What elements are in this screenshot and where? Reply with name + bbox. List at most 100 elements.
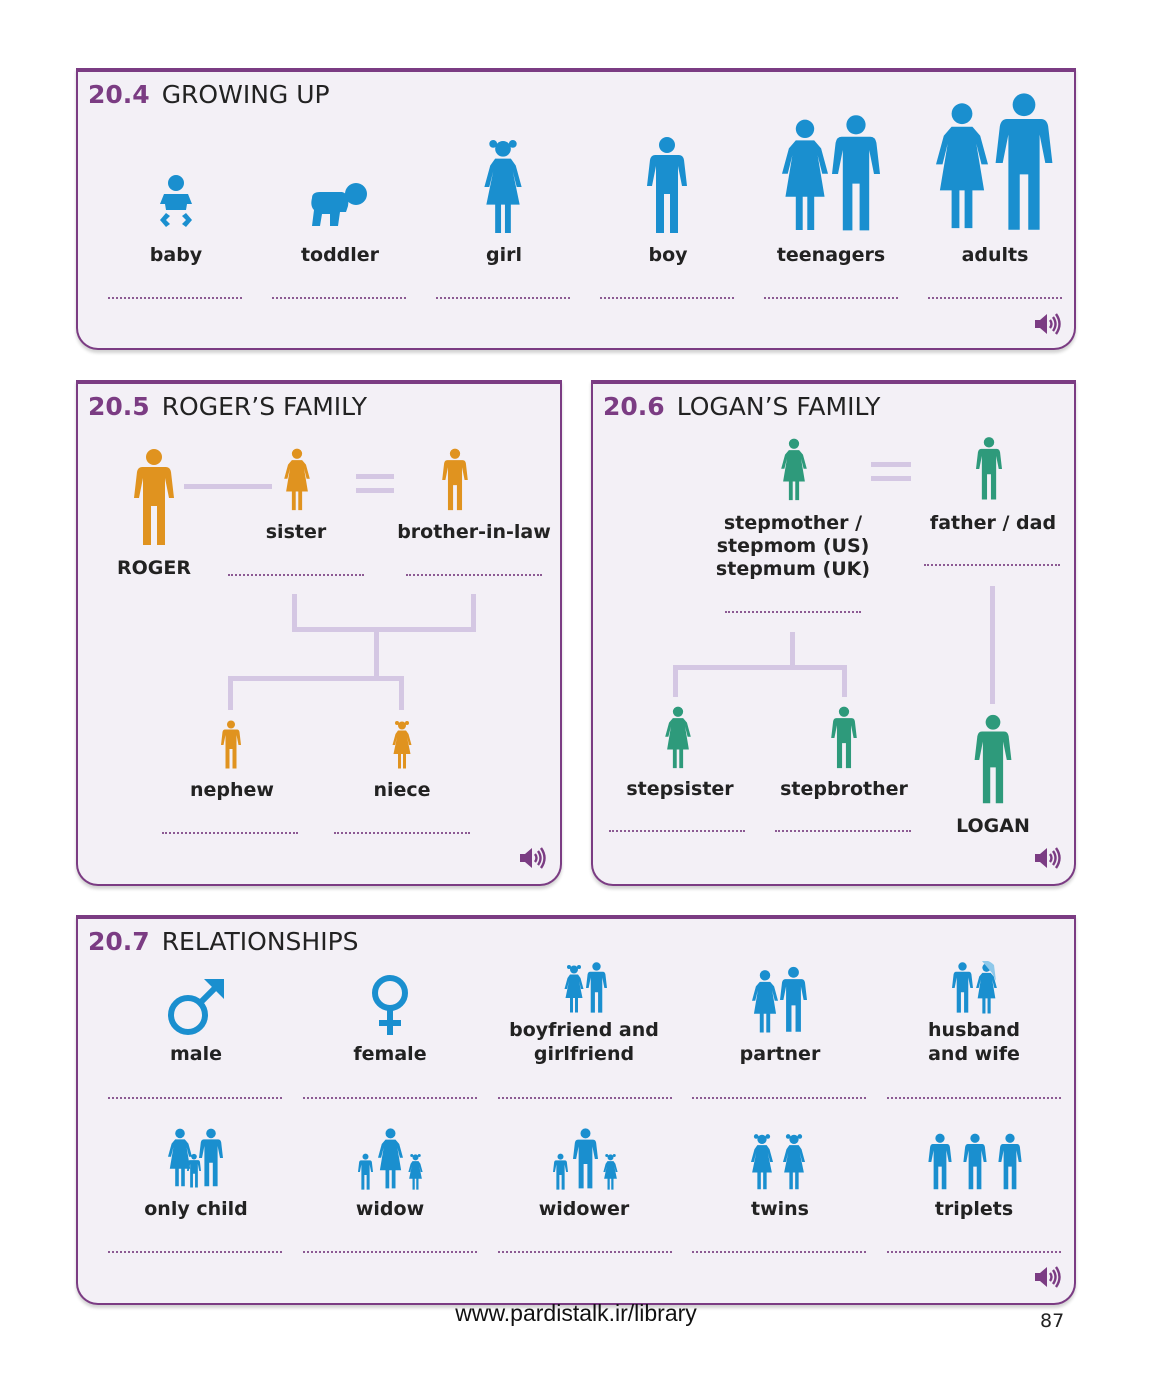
section-number: 20.4 — [88, 80, 150, 109]
growing-up-panel: 20.4 GROWING UP baby toddler girl boy tee… — [76, 68, 1076, 350]
label-niece: niece — [373, 779, 431, 801]
rogers-family-panel: 20.5 ROGER’S FAMILY ROGER sister brother-… — [76, 380, 562, 886]
label-stepmother-3: stepmum (UK) — [715, 558, 871, 580]
family-connector — [292, 627, 476, 632]
section-number: 20.5 — [88, 392, 150, 421]
section-title: 20.5 ROGER’S FAMILY — [88, 392, 367, 421]
page-number: 87 — [1040, 1310, 1065, 1332]
family-connector — [374, 629, 379, 679]
label-girl: girl — [486, 244, 522, 266]
niece-girl-icon — [392, 720, 412, 770]
only-child-icon — [168, 1128, 223, 1188]
family-connector — [399, 678, 404, 710]
twins-icon — [750, 1134, 806, 1190]
answer-line — [334, 832, 470, 834]
label-toddler: toddler — [300, 244, 380, 266]
label-only-child: only child — [144, 1198, 248, 1220]
label-logan: LOGAN — [956, 815, 1030, 837]
boy-icon — [646, 136, 688, 236]
answer-line — [924, 564, 1060, 566]
family-connector — [292, 594, 297, 632]
label-roger: ROGER — [117, 557, 191, 579]
family-connector — [228, 676, 404, 681]
brother-in-law-man-icon — [442, 448, 468, 512]
stepsister-girl-icon — [665, 706, 691, 770]
answer-line — [692, 1097, 866, 1099]
answer-line — [775, 830, 911, 832]
answer-line — [887, 1097, 1061, 1099]
label-partner: partner — [739, 1043, 821, 1065]
answer-line — [436, 297, 570, 299]
wedding-couple-icon — [952, 961, 997, 1014]
label-twins: twins — [751, 1198, 809, 1220]
label-couple-1: boyfriend and — [509, 1019, 659, 1041]
answer-line — [228, 574, 364, 576]
answer-line — [498, 1251, 672, 1253]
teenagers-icon — [782, 115, 880, 231]
female-symbol-icon — [372, 975, 408, 1035]
audio-speaker-icon[interactable] — [1033, 1265, 1061, 1289]
audio-speaker-icon[interactable] — [1033, 846, 1061, 870]
label-teenagers: teenagers — [776, 244, 886, 266]
partner-icon — [752, 966, 807, 1033]
answer-line — [303, 1097, 477, 1099]
answer-line — [725, 611, 861, 613]
equals-sign — [356, 474, 394, 479]
section-number: 20.6 — [603, 392, 665, 421]
widow-icon — [358, 1128, 423, 1190]
answer-line — [406, 574, 542, 576]
label-triplets: triplets — [934, 1198, 1014, 1220]
label-stepmother-2: stepmom (US) — [716, 535, 870, 557]
girl-icon — [483, 138, 523, 236]
label-baby: baby — [149, 244, 203, 266]
label-sister: sister — [265, 521, 327, 543]
male-symbol-icon — [168, 979, 224, 1035]
section-heading: ROGER’S FAMILY — [161, 392, 368, 421]
answer-line — [609, 830, 745, 832]
label-husband-wife-2: and wife — [928, 1043, 1020, 1065]
stepmother-woman-icon — [781, 438, 807, 502]
family-connector — [673, 667, 678, 697]
toddler-icon — [311, 183, 367, 226]
answer-line — [692, 1251, 866, 1253]
answer-line — [498, 1097, 672, 1099]
answer-line — [108, 1097, 282, 1099]
answer-line — [887, 1251, 1061, 1253]
audio-speaker-icon[interactable] — [518, 846, 546, 870]
section-number: 20.7 — [88, 927, 150, 956]
label-stepbrother: stepbrother — [780, 778, 908, 800]
answer-line — [303, 1251, 477, 1253]
section-title: 20.7 RELATIONSHIPS — [88, 927, 359, 956]
answer-line — [600, 297, 734, 299]
widower-icon — [553, 1128, 618, 1190]
marriage-line — [184, 484, 272, 489]
section-title: 20.6 LOGAN’S FAMILY — [603, 392, 880, 421]
triplets-icon — [928, 1133, 1022, 1190]
baby-icon — [160, 175, 192, 227]
answer-line — [764, 297, 898, 299]
sister-woman-icon — [284, 448, 310, 512]
section-heading: LOGAN’S FAMILY — [676, 392, 881, 421]
answer-line — [272, 297, 406, 299]
label-husband-wife-1: husband — [928, 1019, 1020, 1041]
family-connector — [228, 678, 233, 710]
answer-line — [108, 297, 242, 299]
family-connector — [990, 586, 995, 704]
label-female: female — [353, 1043, 427, 1065]
family-connector — [790, 632, 795, 668]
footer-url: www.pardistalk.ir/library — [455, 1300, 697, 1326]
audio-speaker-icon[interactable] — [1033, 312, 1061, 336]
label-brother-in-law: brother-in-law — [397, 521, 551, 543]
father-man-icon — [976, 436, 1002, 502]
label-nephew: nephew — [190, 779, 274, 801]
label-adults: adults — [961, 244, 1029, 266]
equals-sign — [871, 476, 911, 481]
couple-icon — [564, 962, 607, 1013]
logan-man-icon — [974, 714, 1012, 806]
answer-line — [162, 832, 298, 834]
logans-family-panel: 20.6 LOGAN’S FAMILY stepmother / stepmom … — [591, 380, 1076, 886]
label-widow: widow — [355, 1198, 425, 1220]
section-heading: RELATIONSHIPS — [161, 927, 359, 956]
family-connector — [673, 665, 847, 670]
nephew-boy-icon — [221, 720, 241, 770]
